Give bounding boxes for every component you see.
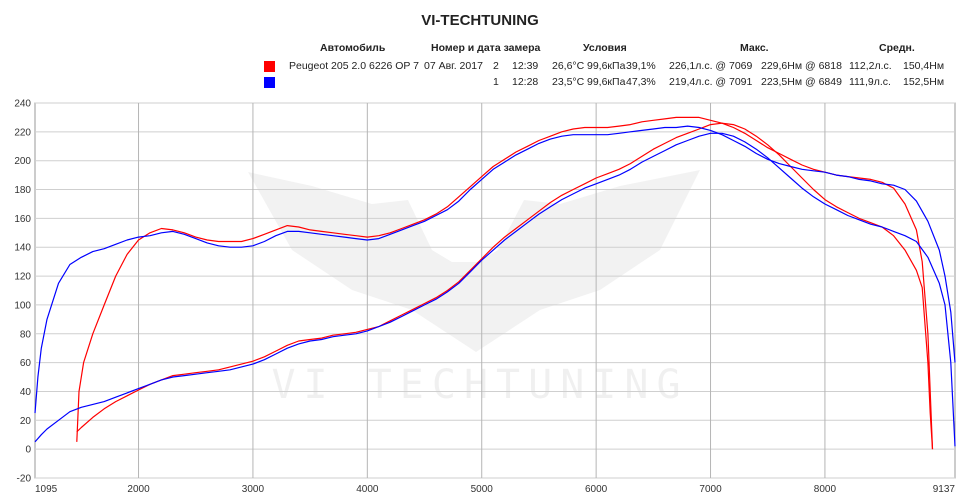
x-tick-label: 4000 — [356, 484, 379, 495]
y-tick-label: 80 — [20, 329, 32, 340]
legend-swatch-blue[interactable] — [264, 77, 275, 88]
x-tick-label: 2000 — [127, 484, 150, 495]
legend-row-max-hp: 219,4л.с. @ 7091 — [669, 76, 753, 88]
legend-row-avg-torque: 150,4Нм — [903, 60, 945, 72]
legend-header-number-date: Номер и дата замера — [431, 42, 541, 54]
legend-row-temperature: 26,6°C — [552, 60, 585, 72]
legend-header-car: Автомобиль — [320, 42, 386, 54]
x-tick-label: 1095 — [35, 484, 58, 495]
legend-table: Автомобиль Номер и дата замера Условия М… — [0, 42, 960, 92]
series-line-0 — [76, 116, 934, 450]
legend-row-humidity: 39,1% — [626, 60, 656, 72]
y-tick-label: 180 — [14, 185, 31, 196]
y-tick-label: 240 — [14, 99, 31, 110]
x-tick-label: 8000 — [814, 484, 837, 495]
y-tick-label: 100 — [14, 300, 31, 311]
y-tick-label: 0 — [25, 445, 31, 456]
legend-row-max-hp: 226,1л.с. @ 7069 — [669, 60, 753, 72]
legend-row-number: 2 — [493, 60, 499, 72]
y-tick-label: 60 — [20, 358, 32, 369]
y-tick-label: 20 — [20, 416, 32, 427]
x-tick-label: 7000 — [699, 484, 722, 495]
y-tick-label: 40 — [20, 387, 32, 398]
y-tick-label: 220 — [14, 127, 31, 138]
x-tick-label: 6000 — [585, 484, 608, 495]
y-tick-label: 140 — [14, 243, 31, 254]
series-line-1 — [76, 122, 934, 450]
y-tick-label: 160 — [14, 214, 31, 225]
y-tick-label: -20 — [17, 474, 32, 485]
legend-row-humidity: 47,3% — [626, 76, 656, 88]
legend-row-time: 12:39 — [512, 60, 539, 72]
chart-grid — [34, 102, 956, 479]
legend-row-car: Peugeot 205 2.0 6226 OP 7 — [289, 60, 419, 72]
watermark-text: VI TECHTUNING — [271, 362, 688, 408]
legend-row-pressure: 99,6кПа — [587, 76, 626, 88]
y-tick-label: 120 — [14, 272, 31, 283]
legend-row-number: 1 — [493, 76, 499, 88]
legend-swatch-red[interactable] — [264, 61, 275, 72]
chart-title: VI-TECHTUNING — [421, 12, 539, 29]
series-line-2 — [34, 125, 956, 414]
legend-row-avg-hp: 112,2л.с. — [849, 60, 892, 72]
legend-row-max-torque: 229,6Нм @ 6818 — [761, 60, 842, 72]
legend-row-avg-torque: 152,5Нм — [903, 76, 945, 88]
x-tick-label: 5000 — [471, 484, 494, 495]
legend-row-temperature: 23,5°C — [552, 76, 585, 88]
watermark: VI TECHTUNING — [248, 170, 700, 408]
legend-row-max-torque: 223,5Нм @ 6849 — [761, 76, 842, 88]
x-tick-label: 3000 — [242, 484, 265, 495]
legend-row-avg-hp: 111,9л.с. — [849, 76, 891, 88]
plot-area — [34, 116, 956, 450]
legend-row-date: 07 Авг. 2017 — [424, 60, 483, 72]
axis-ticks: -20 0 20 40 60 80 100 120 140 160 180 200 220 240 1095… — [14, 99, 955, 496]
y-tick-label: 200 — [14, 156, 31, 167]
legend-row-time: 12:28 — [512, 76, 539, 88]
watermark-logo-shape — [248, 170, 700, 352]
series-line-3 — [34, 132, 956, 447]
legend-header-conditions: Условия — [583, 42, 627, 54]
x-tick-label: 9137 — [933, 484, 956, 495]
legend-header-max: Макс. — [740, 42, 769, 54]
legend-row-pressure: 99,6кПа — [587, 60, 626, 72]
legend-header-avg: Средн. — [879, 42, 915, 54]
